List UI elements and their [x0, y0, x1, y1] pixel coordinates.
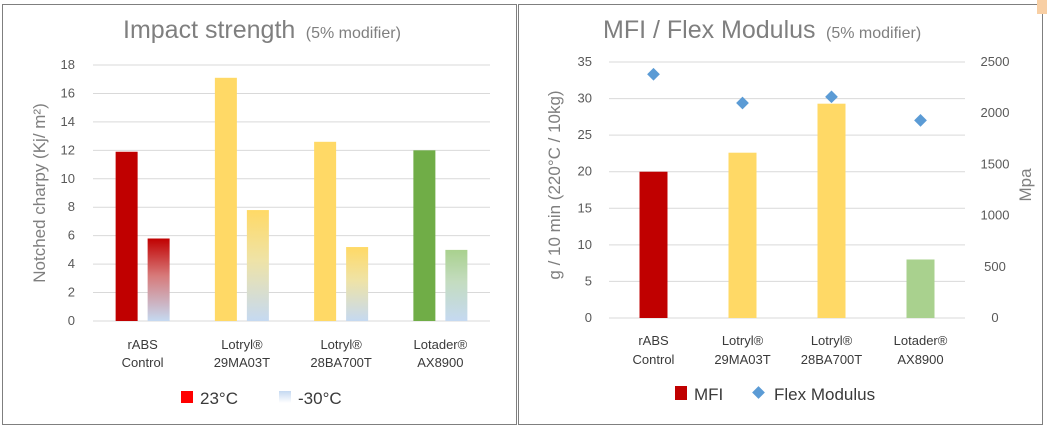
chart-title-main: Impact strength: [123, 16, 295, 44]
category-labels: rABS Control Lotryl® 29MA03T Lotryl® 28BA700T…: [122, 337, 468, 370]
category-label-line1: Lotryl®: [722, 333, 764, 348]
legend-swatch-23c: [181, 391, 193, 403]
bars: [115, 77, 468, 321]
legend-label-flex-modulus: Flex Modulus: [774, 385, 875, 404]
category-label-line2: 28BA700T: [801, 352, 862, 367]
bar-23c: [413, 150, 436, 321]
bar-mfi: [817, 103, 846, 318]
y2-tick-label: 2000: [981, 105, 1010, 120]
category-label-line2: Control: [633, 352, 675, 367]
y-tick-label: 0: [68, 313, 75, 328]
bar-minus30c: [445, 249, 468, 321]
y-axis-title: g / 10 min (220°C / 10kg): [545, 90, 564, 279]
bar-mfi: [728, 152, 757, 318]
category-label-line2: 28BA700T: [310, 355, 371, 370]
legend-swatch-minus30c: [279, 391, 291, 403]
y-tick-label: 4: [68, 256, 75, 271]
y-axis-ticks: 0 5 10 15 20 25 30 35: [578, 54, 592, 325]
bar-mfi: [906, 259, 935, 318]
chart-subtitle: (5% modifier): [826, 25, 921, 42]
legend-swatch-mfi: [675, 386, 687, 400]
y-tick-label: 12: [61, 142, 75, 157]
bar-minus30c: [346, 247, 369, 321]
legend-swatch-flex-modulus: [752, 386, 765, 399]
legend: 23°C -30°C: [181, 389, 342, 408]
bar-minus30c: [246, 210, 269, 321]
flex-modulus-points: [647, 67, 927, 127]
y-tick-label: 5: [585, 273, 592, 288]
category-label-line1: Lotryl®: [320, 337, 362, 352]
category-label-line1: Lotryl®: [221, 337, 263, 352]
bar-minus30c: [147, 238, 170, 321]
bar-23c: [314, 141, 337, 321]
bar-mfi: [639, 171, 668, 318]
chart-title: MFI / Flex Modulus (5% modifier): [603, 16, 921, 44]
legend-label-mfi: MFI: [694, 385, 723, 404]
bars: [639, 103, 935, 318]
category-label-line1: Lotader®: [894, 333, 948, 348]
bar-23c: [115, 151, 138, 321]
y-tick-label: 0: [585, 310, 592, 325]
y-tick-label: 25: [578, 127, 592, 142]
impact-strength-chart-panel: Impact strength (5% modifier) 0 2 4 6 8 10 12 1…: [2, 4, 517, 425]
corner-accent: [1037, 0, 1047, 14]
legend-label-minus30c: -30°C: [298, 389, 342, 408]
flex-modulus-point: [914, 114, 927, 127]
category-label-line2: 29MA03T: [714, 352, 770, 367]
y-tick-label: 14: [61, 114, 75, 129]
category-label-line2: Control: [122, 355, 164, 370]
legend-label-23c: 23°C: [200, 389, 238, 408]
flex-modulus-point: [825, 90, 838, 104]
category-label-line1: Lotryl®: [811, 333, 853, 348]
category-label-line2: 29MA03T: [214, 355, 270, 370]
flex-modulus-point: [647, 67, 660, 81]
y-axis-ticks: 0 2 4 6 8 10 12 14 16 18: [61, 57, 75, 328]
category-label-line1: rABS: [127, 337, 158, 352]
y-axis-title: Notched charpy (Kj/ m²): [30, 103, 49, 283]
chart-title-main: MFI / Flex Modulus: [603, 16, 816, 44]
y-tick-label: 10: [61, 171, 75, 186]
gridlines: [609, 61, 965, 319]
y-tick-label: 15: [578, 200, 592, 215]
category-label-line2: AX8900: [897, 352, 943, 367]
legend: MFI Flex Modulus: [675, 385, 875, 404]
y-tick-label: 2: [68, 285, 75, 300]
y-tick-label: 18: [61, 57, 75, 72]
category-label-line1: rABS: [638, 333, 669, 348]
y2-tick-label: 0: [991, 310, 998, 325]
category-labels: rABS Control Lotryl® 29MA03T Lotryl® 28BA700T…: [633, 333, 948, 367]
impact-strength-chart: Impact strength (5% modifier) 0 2 4 6 8 10 12 1…: [30, 16, 490, 408]
y2-tick-label: 1500: [981, 156, 1010, 171]
secondary-y-axis-ticks: 0 500 1000 1500 2000 2500: [981, 54, 1010, 325]
chart-title: Impact strength (5% modifier): [123, 16, 401, 44]
chart-subtitle: (5% modifier): [306, 25, 401, 42]
bar-23c: [214, 77, 237, 321]
y-tick-label: 6: [68, 228, 75, 243]
mfi-flex-modulus-chart: MFI / Flex Modulus (5% modifier) 0 5 10 15 2…: [545, 0, 1047, 404]
y2-tick-label: 500: [984, 259, 1006, 274]
y2-tick-label: 2500: [981, 54, 1010, 69]
mfi-flex-modulus-chart-panel: MFI / Flex Modulus (5% modifier) 0 5 10 15 2…: [518, 0, 1047, 425]
y-tick-label: 30: [578, 91, 592, 106]
y-tick-label: 8: [68, 199, 75, 214]
y-tick-label: 10: [578, 237, 592, 252]
y-tick-label: 16: [61, 85, 75, 100]
y-tick-label: 35: [578, 54, 592, 69]
category-label-line2: AX8900: [417, 355, 463, 370]
secondary-y-axis-title: Mpa: [1016, 168, 1035, 202]
y-tick-label: 20: [578, 164, 592, 179]
category-label-line1: Lotader®: [414, 337, 468, 352]
y2-tick-label: 1000: [981, 208, 1010, 223]
